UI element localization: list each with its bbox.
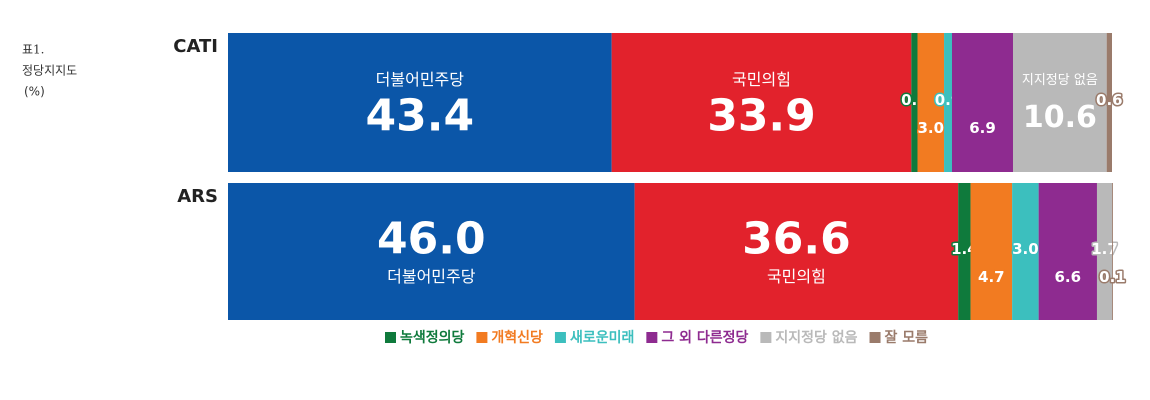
legend-swatch [869, 332, 881, 343]
bar-segment [1112, 183, 1113, 320]
segment-name: 국민의힘 [732, 70, 791, 89]
legend-label: 그 외 다른정당 [661, 329, 748, 346]
value-label: 36.6 [742, 214, 851, 265]
segment-name: 더불어민주당 [376, 70, 465, 89]
segment-name: 더불어민주당 [387, 267, 476, 286]
legend-swatch [476, 332, 488, 343]
bar-segment [1012, 183, 1039, 320]
value-label: 33.9 [707, 91, 816, 142]
value-label: 6.6 [1055, 268, 1082, 286]
value-label: 0.1 [1099, 268, 1126, 286]
value-label: 3.0 [917, 119, 944, 137]
bar-segment [944, 33, 952, 172]
bar-segment [1038, 183, 1097, 320]
segment-name: 국민의힘 [767, 267, 826, 286]
legend-swatch [385, 332, 396, 343]
legend-swatch [554, 332, 566, 343]
bar-segment [1096, 183, 1112, 320]
bar-segment [1012, 33, 1107, 172]
legend-label: 지지정당 없음 [775, 329, 857, 346]
value-label: 3.0 [1012, 240, 1039, 258]
legend-swatch [646, 332, 658, 343]
value-label: 6.9 [969, 119, 996, 137]
bar-segment [911, 33, 918, 172]
bar-segment [1106, 33, 1112, 172]
segment-name: 지지정당 없음 [1022, 73, 1098, 88]
bar-segment [958, 183, 971, 320]
bar-segment [951, 33, 1013, 172]
value-label: 4.7 [978, 268, 1005, 286]
value-label: 10.6 [1023, 100, 1097, 135]
bar-segment [228, 183, 635, 320]
legend-label: 개혁신당 [491, 329, 543, 346]
legend-label: 새로운미래 [570, 330, 634, 346]
bar-segment [917, 33, 945, 172]
chart-title: 표1. [22, 43, 45, 57]
bar-segment [634, 183, 959, 320]
value-label: 46.0 [377, 214, 486, 265]
legend-label: 잘 모름 [885, 330, 929, 346]
value-label: 1.7 [1091, 240, 1118, 258]
value-label: 43.4 [366, 91, 475, 142]
legend-label: 녹색정의당 [400, 329, 465, 346]
legend-swatch [760, 332, 772, 343]
row-label: CATI [173, 36, 218, 57]
value-label: 0.6 [1096, 91, 1123, 109]
bar-segment [228, 33, 612, 172]
chart-subtitle: 정당지지도 [22, 64, 77, 78]
bar-segment [970, 183, 1013, 320]
unit-label: (%) [24, 85, 45, 99]
bar-segment [611, 33, 912, 172]
row-label: ARS [177, 186, 218, 207]
